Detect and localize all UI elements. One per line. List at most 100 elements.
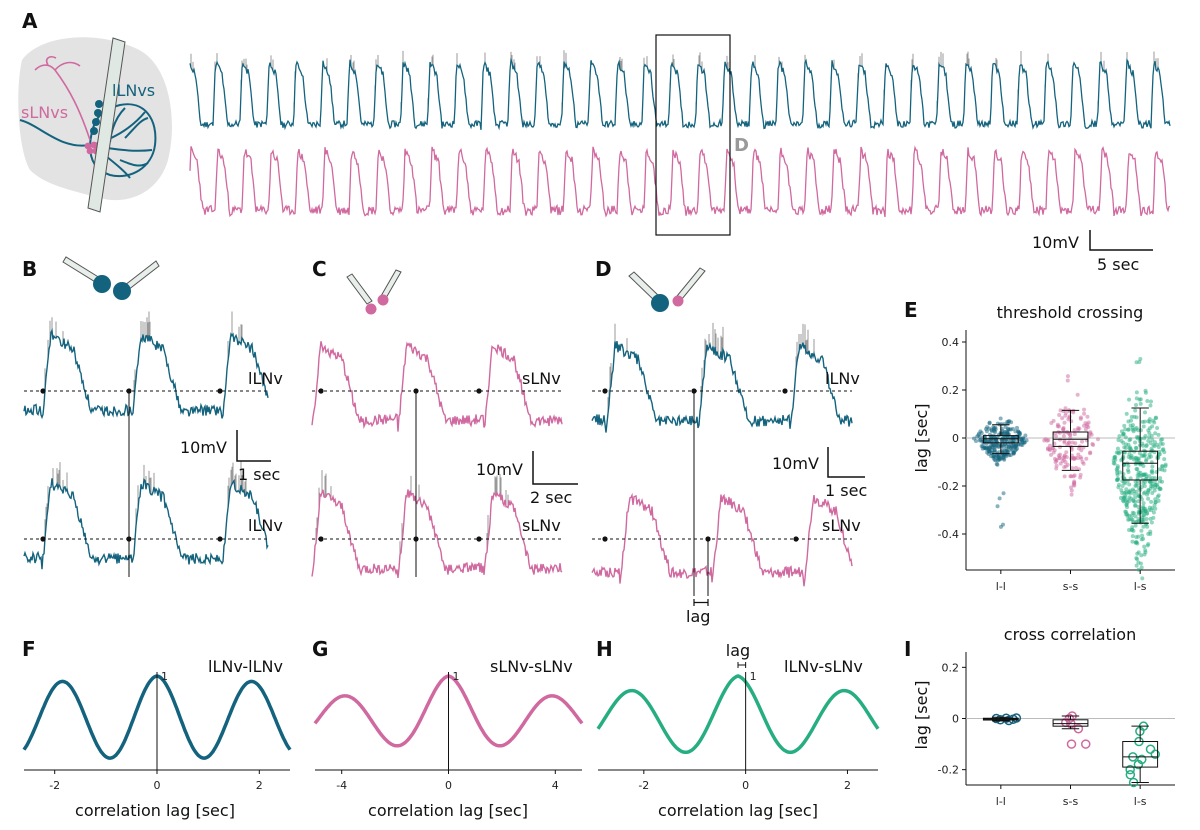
data-point — [1127, 397, 1132, 402]
data-point — [1145, 492, 1150, 497]
data-point — [1045, 447, 1050, 452]
data-point — [1134, 483, 1139, 488]
data-point — [1007, 427, 1012, 432]
data-point — [1134, 563, 1139, 568]
data-point — [997, 496, 1002, 501]
trace-label-c-bottom: sLNv — [522, 516, 561, 535]
data-point — [1095, 437, 1100, 442]
data-point — [1058, 461, 1063, 466]
data-point — [990, 442, 995, 447]
scale-t-c: 2 sec — [530, 488, 572, 507]
data-point — [1123, 435, 1128, 440]
data-point — [1128, 423, 1133, 428]
data-point — [1118, 449, 1123, 454]
data-point — [1129, 418, 1134, 423]
data-point — [1008, 453, 1013, 458]
chart-title-e: threshold crossing — [997, 303, 1144, 322]
data-point — [1052, 456, 1057, 461]
data-point — [994, 461, 999, 466]
data-point — [1136, 550, 1141, 555]
data-point — [1134, 360, 1139, 365]
scale-t-d: 1 sec — [825, 481, 867, 500]
chart-title-i: cross correlation — [1004, 625, 1136, 644]
panel-label-b: B — [22, 257, 37, 281]
data-point — [1116, 482, 1121, 487]
data-point — [1119, 458, 1124, 463]
scale-mv-c: 10mV — [476, 460, 523, 479]
data-point — [1145, 543, 1150, 548]
x-tick-label: s-s — [1063, 580, 1079, 593]
data-point — [1054, 466, 1059, 471]
data-point — [1123, 481, 1128, 486]
data-point — [1136, 560, 1141, 565]
data-point — [1069, 474, 1074, 479]
scale-t-a: 5 sec — [1097, 255, 1139, 274]
data-point — [1081, 461, 1086, 466]
data-point — [1016, 442, 1021, 447]
data-point — [1138, 357, 1143, 362]
x-tick-label: 2 — [844, 779, 851, 792]
traces-c — [311, 341, 563, 578]
data-point — [1057, 413, 1062, 418]
voltage-trace — [189, 57, 1171, 131]
long-trace-llnv — [189, 50, 1171, 131]
panel-label-f: F — [22, 637, 36, 661]
data-point — [1137, 494, 1142, 499]
data-point — [1069, 419, 1074, 424]
data-point — [1133, 495, 1138, 500]
peak-label-g: 1 — [453, 670, 460, 683]
data-point — [1141, 501, 1146, 506]
data-point — [1112, 461, 1117, 466]
data-point — [1123, 445, 1128, 450]
trace-label-d-top: lLNv — [825, 369, 860, 388]
data-point — [1050, 446, 1055, 451]
data-point — [996, 457, 1001, 462]
data-point — [1062, 454, 1067, 459]
data-point — [1114, 467, 1119, 472]
y-tick-label: 0.2 — [942, 661, 960, 674]
data-point — [1075, 392, 1080, 397]
data-point — [1134, 390, 1139, 395]
data-point — [1160, 464, 1165, 469]
voltage-trace — [23, 327, 269, 420]
voltage-trace — [591, 492, 853, 587]
lag-marker-d: lag — [686, 599, 710, 626]
data-point — [1070, 466, 1075, 471]
data-point — [1127, 513, 1132, 518]
data-point — [1129, 448, 1134, 453]
data-point — [1124, 442, 1129, 447]
pair-label-g: sLNv-sLNv — [490, 657, 573, 676]
y-tick-label: 0.2 — [942, 384, 960, 397]
data-point — [1084, 424, 1089, 429]
y-tick-label: 0 — [952, 713, 959, 726]
data-point — [1128, 476, 1133, 481]
data-point — [1160, 447, 1165, 452]
data-point — [1140, 517, 1145, 522]
data-point — [1054, 434, 1059, 439]
panel-label-e: E — [904, 298, 918, 322]
data-point — [1150, 470, 1155, 475]
y-axis-label-e: lag [sec] — [912, 404, 931, 473]
data-point — [1142, 419, 1147, 424]
data-point — [1142, 552, 1147, 557]
panel-label-a: A — [22, 9, 38, 33]
y-tick-label: 0.4 — [942, 336, 960, 349]
data-point — [1091, 442, 1096, 447]
box — [1122, 450, 1159, 481]
data-point — [980, 446, 985, 451]
data-point — [1112, 455, 1117, 460]
data-point — [1152, 488, 1157, 493]
scale-bar-b: 10mV 1 sec — [180, 430, 280, 484]
data-point — [989, 451, 994, 456]
data-point — [1126, 470, 1131, 475]
data-point — [1147, 417, 1152, 422]
panel-label-d: D — [595, 257, 612, 281]
data-point — [992, 454, 997, 459]
data-point — [1147, 474, 1152, 479]
x-axis-label-h: correlation lag [sec] — [658, 801, 818, 820]
data-point — [984, 427, 989, 432]
data-point — [1127, 495, 1132, 500]
data-point — [1145, 399, 1150, 404]
data-point — [1072, 428, 1077, 433]
data-point — [1000, 429, 1005, 434]
